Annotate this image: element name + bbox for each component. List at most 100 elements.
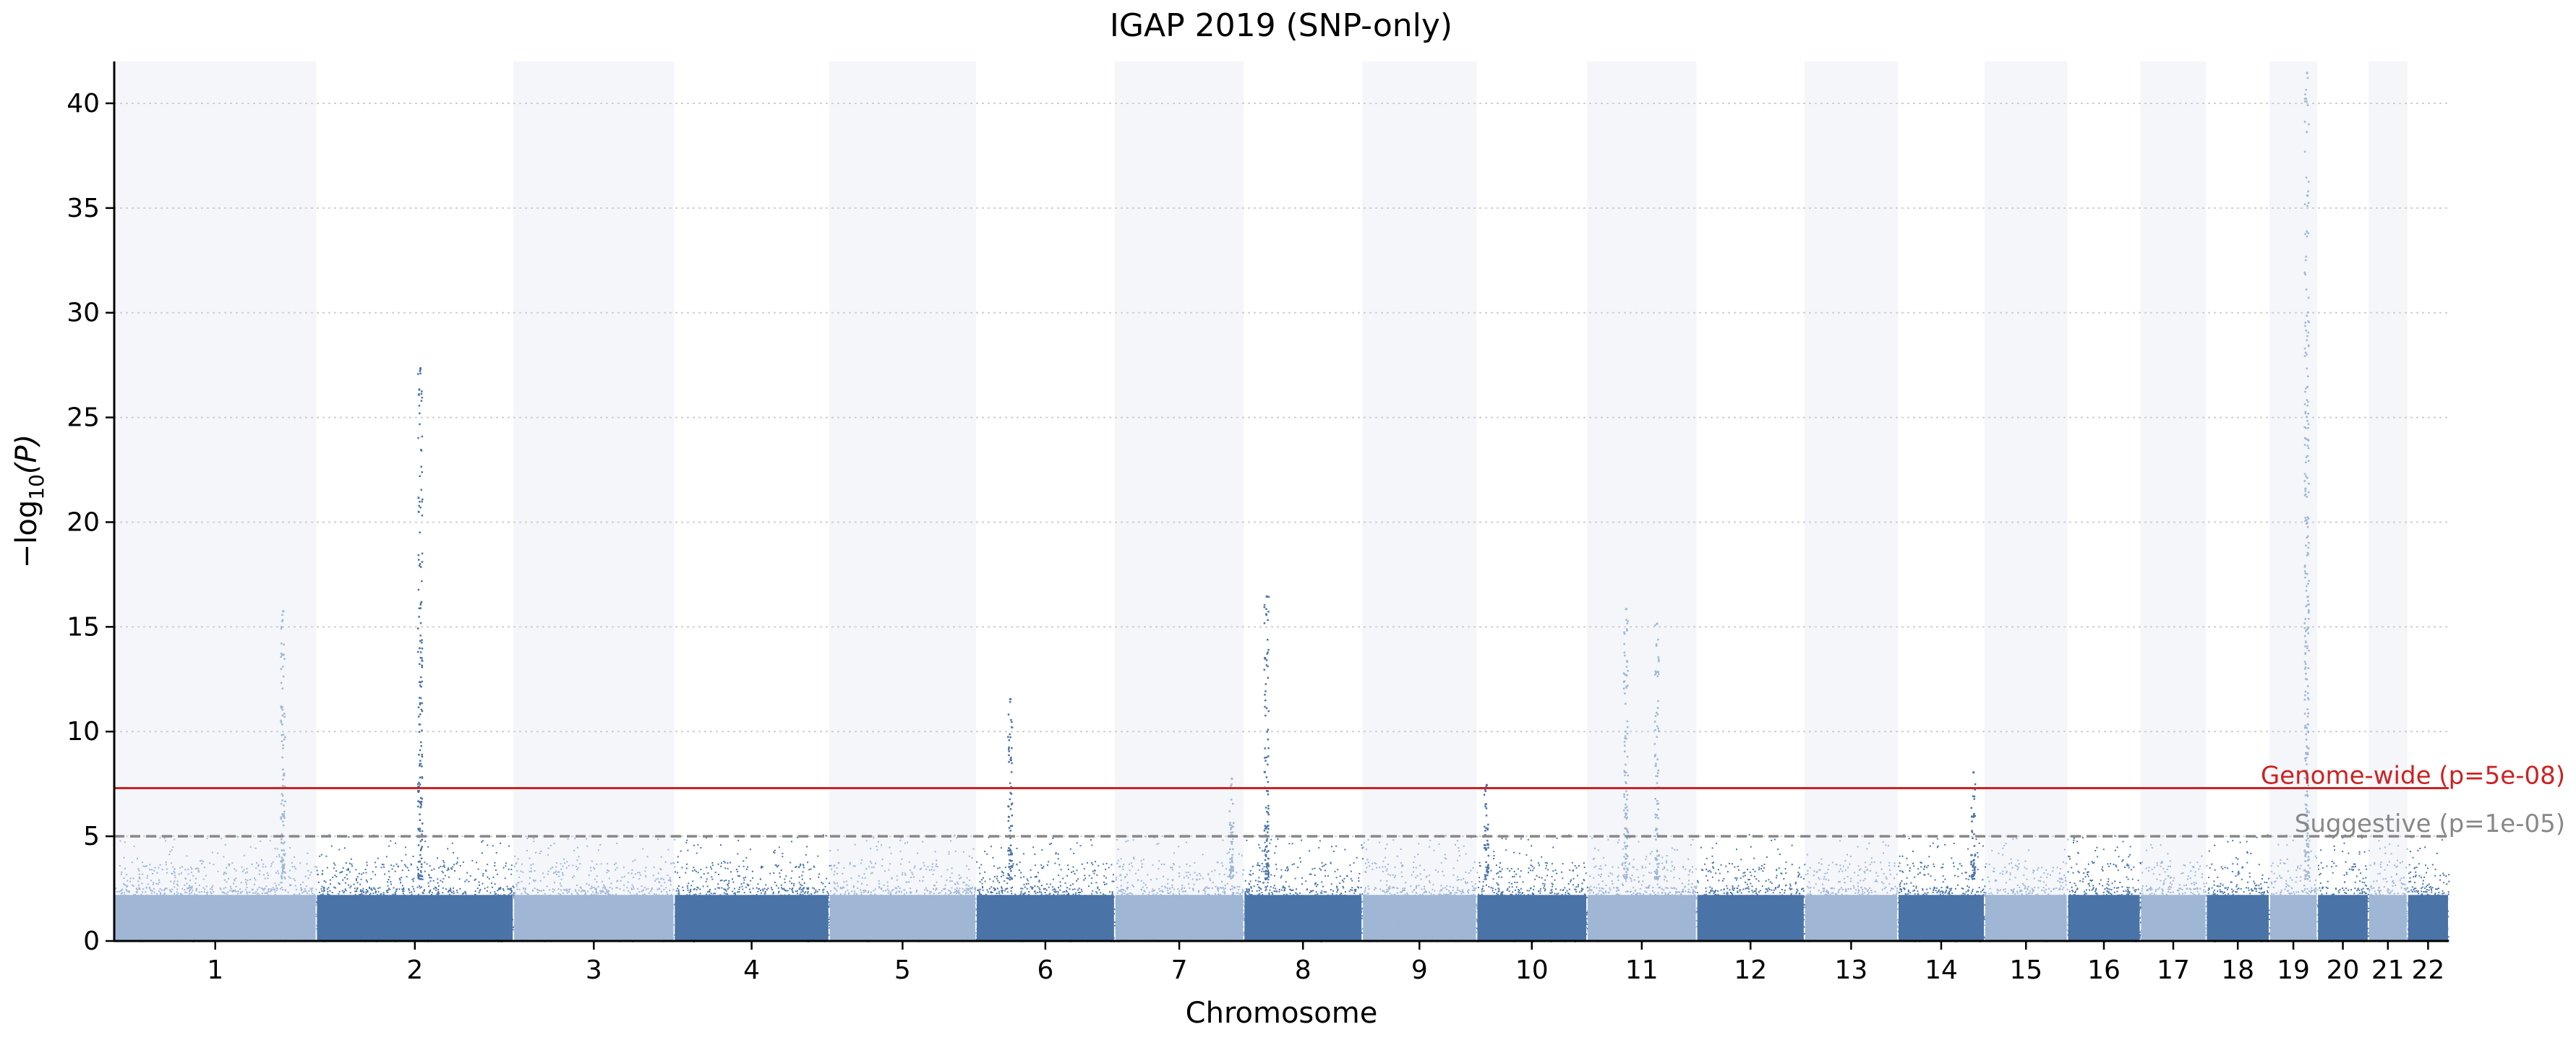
x-tick-label-5: 5 bbox=[894, 955, 911, 985]
chromosome-points-19 bbox=[2269, 834, 2319, 942]
chromosome-points-9 bbox=[1362, 834, 1479, 942]
chromosome-points-18 bbox=[2207, 834, 2271, 942]
x-tick-label-7: 7 bbox=[1171, 955, 1188, 985]
chromosome-band-17 bbox=[2140, 61, 2207, 941]
x-tick-label-6: 6 bbox=[1037, 955, 1053, 985]
points-14 bbox=[1897, 834, 1986, 942]
x-tick-label-21: 21 bbox=[2371, 955, 2405, 985]
x-tick-label-17: 17 bbox=[2157, 955, 2190, 985]
chromosome-points-2 bbox=[316, 834, 515, 942]
x-tick-label-20: 20 bbox=[2327, 955, 2360, 985]
grid-lines bbox=[114, 102, 2449, 838]
peak-points-6-2 bbox=[1007, 697, 1014, 880]
chromosome-points-5 bbox=[829, 834, 977, 942]
y-tick-label-0: 0 bbox=[83, 927, 100, 956]
y-tick-label-40: 40 bbox=[67, 89, 100, 119]
peak-2-1 bbox=[417, 367, 424, 880]
y-axis-label-sub: 10 bbox=[25, 474, 48, 500]
peak-points-8-4 bbox=[1263, 595, 1270, 880]
y-tick-label-5: 5 bbox=[83, 822, 100, 851]
points-6 bbox=[976, 836, 1116, 942]
points-10 bbox=[1476, 834, 1588, 942]
points-22 bbox=[2407, 836, 2450, 942]
x-axis-label: Chromosome bbox=[1186, 997, 1378, 1030]
points-18 bbox=[2207, 834, 2271, 942]
chromosome-band-15 bbox=[1985, 61, 2068, 941]
y-tick-label-30: 30 bbox=[67, 298, 100, 328]
y-tick-label-20: 20 bbox=[67, 507, 100, 537]
peak-1-0 bbox=[280, 610, 286, 880]
suggestive-threshold-label: Suggestive (p=1e-05) bbox=[2295, 809, 2565, 838]
x-tick-label-2: 2 bbox=[406, 955, 423, 985]
chromosome-points-13 bbox=[1805, 840, 1899, 942]
axes bbox=[106, 61, 2449, 950]
points-13 bbox=[1805, 840, 1899, 942]
points-7 bbox=[1114, 835, 1246, 942]
chromosome-band-7 bbox=[1114, 61, 1244, 941]
x-tick-label-3: 3 bbox=[586, 955, 602, 985]
chart-title: IGAP 2019 (SNP-only) bbox=[1110, 7, 1452, 44]
y-axis-label-suffix: (P) bbox=[10, 434, 43, 474]
points-5 bbox=[829, 834, 977, 942]
point-cloud-7 bbox=[1115, 895, 1244, 941]
chromosome-band-11 bbox=[1587, 61, 1697, 941]
point-cloud-9 bbox=[1363, 895, 1476, 941]
chromosome-points-21 bbox=[2369, 840, 2409, 942]
chromosome-points-10 bbox=[1476, 834, 1588, 942]
chromosome-points-14 bbox=[1897, 834, 1986, 942]
x-tick-label-16: 16 bbox=[2087, 955, 2121, 985]
chromosome-points-11 bbox=[1587, 835, 1698, 942]
peak-6-2 bbox=[1007, 697, 1014, 880]
points-12 bbox=[1696, 834, 1806, 942]
chromosome-band-5 bbox=[829, 61, 976, 941]
chromosome-points-8 bbox=[1244, 835, 1364, 942]
points-16 bbox=[2067, 835, 2142, 942]
chromosome-points-7 bbox=[1114, 835, 1246, 942]
chromosome-points-4 bbox=[674, 834, 831, 942]
x-tick-label-15: 15 bbox=[2009, 955, 2042, 985]
points-4 bbox=[674, 834, 831, 942]
peak-points-7-3 bbox=[1228, 778, 1235, 880]
chromosome-bands bbox=[114, 61, 2408, 941]
x-tick-label-19: 19 bbox=[2277, 955, 2310, 985]
x-tick-label-12: 12 bbox=[1734, 955, 1767, 985]
chromosome-points-6 bbox=[976, 836, 1116, 942]
x-tick-label-11: 11 bbox=[1625, 955, 1659, 985]
chromosome-points-12 bbox=[1696, 834, 1806, 942]
peak-7-3 bbox=[1228, 778, 1235, 880]
points-11 bbox=[1587, 835, 1698, 942]
y-axis-label: −log10(P) bbox=[10, 434, 48, 568]
x-tick-label-8: 8 bbox=[1295, 955, 1311, 985]
chromosome-band-19 bbox=[2269, 61, 2318, 941]
point-cloud-8 bbox=[1244, 895, 1362, 941]
points-9 bbox=[1362, 834, 1479, 942]
points-20 bbox=[2317, 834, 2370, 942]
peak-points-11-7 bbox=[1653, 622, 1660, 880]
chromosome-points-3 bbox=[513, 835, 676, 942]
x-tick-label-22: 22 bbox=[2411, 955, 2444, 985]
y-tick-label-10: 10 bbox=[67, 717, 100, 747]
y-tick-label-25: 25 bbox=[67, 403, 100, 433]
x-tick-label-1: 1 bbox=[207, 955, 223, 985]
chromosome-points-17 bbox=[2140, 835, 2208, 942]
chromosome-points-22 bbox=[2407, 836, 2450, 942]
point-cloud-10 bbox=[1477, 895, 1587, 941]
x-tick-label-18: 18 bbox=[2221, 955, 2254, 985]
y-tick-label-15: 15 bbox=[67, 612, 100, 642]
chromosome-points-15 bbox=[1985, 838, 2069, 942]
points-17 bbox=[2140, 835, 2208, 942]
peak-19-9 bbox=[2303, 72, 2310, 880]
x-tick-label-9: 9 bbox=[1411, 955, 1428, 985]
x-tick-label-4: 4 bbox=[743, 955, 760, 985]
point-cloud-11 bbox=[1588, 895, 1696, 941]
y-axis-label-main: −log bbox=[10, 500, 43, 569]
y-tick-label-35: 35 bbox=[67, 194, 100, 223]
chromosome-points-16 bbox=[2067, 835, 2142, 942]
chromosome-band-3 bbox=[513, 61, 675, 941]
snp-points bbox=[114, 72, 2450, 942]
peak-points-19-9 bbox=[2303, 72, 2310, 880]
peak-points-2-1 bbox=[417, 367, 424, 880]
points-1 bbox=[114, 835, 318, 942]
